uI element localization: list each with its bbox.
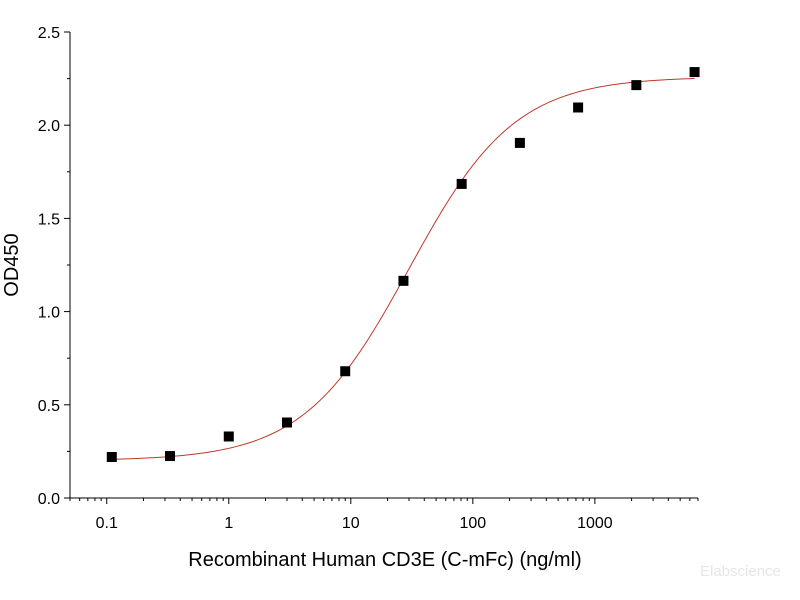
data-point [106,451,117,462]
data-point [456,178,467,189]
data-point [573,102,584,113]
y-tick-label: 1.5 [38,211,60,228]
axes [69,32,698,499]
tick-labels: 0.0 0.5 1.0 1.5 2.0 2.5 0.1 1 10 100 1000 [38,25,613,532]
x-axis-title: Recombinant Human CD3E (C-mFc) (ng/ml) [188,549,581,571]
x-tick-label: 100 [459,515,486,532]
data-point [398,275,409,286]
data-point [340,366,351,377]
x-tick-label: 10 [342,515,360,532]
y-tick-label: 2.5 [38,25,60,42]
y-tick-label: 0.0 [38,491,60,508]
data-point [281,417,292,428]
ticks [64,31,699,504]
y-tick-label: 1.0 [38,305,60,322]
data-points [106,67,700,462]
x-tick-label: 0.1 [96,515,118,532]
data-point [514,137,525,148]
data-point [631,80,642,91]
x-tick-label: 1000 [577,515,613,532]
y-tick-label: 0.5 [38,398,60,415]
y-axis-title: OD450 [1,233,23,296]
data-point [689,67,700,78]
y-tick-label: 2.0 [38,118,60,135]
data-point [223,431,234,442]
fit-curve [111,77,695,460]
watermark: Elabscience [700,563,781,580]
data-point [165,451,176,462]
x-tick-label: 1 [224,515,233,532]
